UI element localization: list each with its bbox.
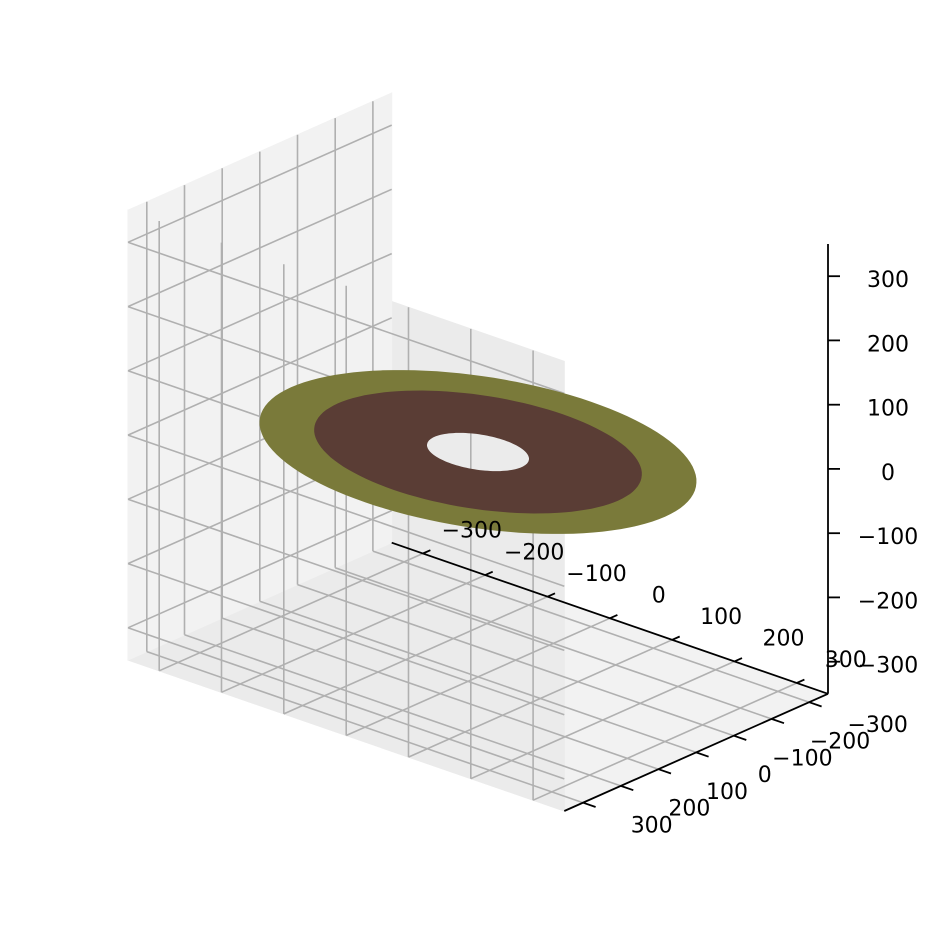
z-tick-label: 200 [867,332,909,357]
gridline-y-floor [297,583,735,737]
x-tick [671,635,681,641]
gridline-z-left [127,124,393,244]
gridline-y-floor [372,550,810,703]
x-tick-label: 300 [825,648,867,673]
surface-annulus-1 [259,370,697,534]
x-tick-label: −100 [566,562,626,587]
x-tick-label: −200 [504,540,564,565]
z-tick-label: 100 [867,397,909,422]
gridline-z-back [127,627,565,780]
gridline-y-floor [184,634,622,787]
gridline-z-left [127,509,393,629]
y-axis-line [563,692,829,812]
x-tick [609,614,618,620]
gridline-y-floor [334,567,772,720]
gridline-y-floor [146,650,584,804]
y-tick-label: 0 [758,763,772,788]
tick-marks [422,275,840,808]
x-tick [422,549,431,555]
y-tick [733,734,747,741]
gridline-z-left [127,252,393,372]
surfaces [259,370,697,534]
z-tick-label: 300 [867,268,909,293]
x-tick-label: −300 [442,519,502,544]
tick-labels: −300−200−1000100200300−300−200−100010020… [442,268,919,838]
y-tick [620,785,634,792]
y-tick [582,801,596,808]
gridline-z-back [127,241,565,395]
gridline-z-left [127,188,393,308]
y-tick-label: −200 [810,730,870,755]
x-tick-label: 100 [700,605,742,630]
gridline-z-left [127,317,393,436]
y-tick-label: 200 [668,797,710,822]
y-tick [808,701,822,708]
gridline-y-floor [259,600,697,754]
y-tick-label: 100 [706,780,748,805]
y-tick [695,751,709,758]
gridline-z-back [127,562,565,716]
z-tick-label: −100 [858,525,918,550]
gridline-z-back [127,498,565,652]
y-tick [771,718,785,725]
x-tick [547,592,556,598]
x-tick [484,570,494,576]
x-tick-label: 200 [763,627,805,652]
z-tick-label: −200 [858,589,918,614]
y-tick-label: −300 [847,713,907,738]
gridline-z-back [127,434,565,587]
y-tick [658,768,672,775]
gridlines [127,101,810,804]
x-tick-label: 0 [652,584,666,609]
y-tick-label: 300 [631,813,673,838]
z-tick-label: −300 [858,654,918,679]
z-tick-label: 0 [881,461,895,486]
x-tick [734,657,743,663]
y-tick-label: −100 [772,746,832,771]
gridline-y-floor [221,617,659,770]
x-tick [796,678,805,684]
surface-annulus-2 [314,390,642,514]
